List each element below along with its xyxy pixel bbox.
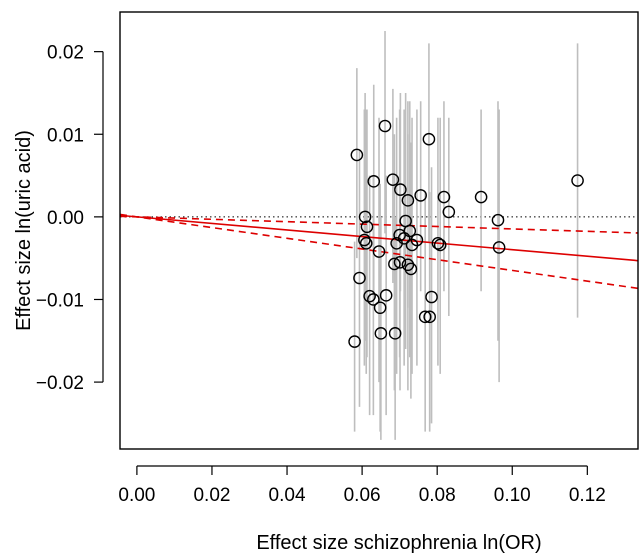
data-point [374,327,388,340]
data-point [442,205,456,219]
data-point [403,224,417,238]
data-point [360,220,374,234]
y-tick-label: 0.01 [47,125,84,146]
data-point [410,233,424,247]
confidence-interval-line [120,215,638,234]
data-point [423,310,436,324]
y-tick-label: −0.02 [36,373,84,394]
data-point [367,175,381,188]
data-point [373,301,387,315]
y-tick-label: 0.02 [47,43,84,64]
data-point [401,258,415,272]
y-tick-label: 0.00 [47,208,84,229]
x-tick-label: 0.06 [344,485,381,506]
data-point [474,190,488,204]
x-axis-label: Effect size schizophrenia ln(OR) [256,532,541,554]
data-point [422,132,436,146]
data-point [437,190,451,204]
data-point [367,293,380,306]
data-point [491,213,505,227]
data-point [363,289,376,303]
data-point [571,174,584,187]
y-tick-label: −0.01 [36,290,84,311]
data-point [388,257,401,271]
data-point [372,245,386,258]
data-point [348,335,361,348]
data-point [359,237,373,250]
data-point [418,310,432,324]
data-point [378,119,392,133]
plot-inner [120,31,638,440]
plot-area [120,31,638,440]
data-point [492,241,506,254]
data-point [350,148,364,162]
data-point [379,289,393,302]
x-tick-label: 0.10 [494,485,531,506]
y-axis-label: Effect size ln(uric acid) [13,130,35,331]
data-point [388,327,402,340]
data-point [353,271,366,285]
x-tick-label: 0.12 [569,485,606,506]
data-point [425,290,438,304]
x-tick-label: 0.08 [419,485,456,506]
x-tick-label: 0.02 [193,485,230,506]
data-point [358,210,372,224]
data-point [404,262,418,276]
axes: 0.00 0.02 0.04 0.06 0.08 0.10 0.12 0.02 0.01 0.00… [36,43,606,506]
confidence-interval-line [120,213,638,290]
data-point [401,194,415,207]
regression-line [120,214,638,262]
plot-frame [119,11,639,450]
data-point [394,183,407,196]
x-tick-label: 0.04 [269,485,306,506]
data-point [431,237,445,250]
data-point [386,173,400,186]
x-tick-label: 0.00 [118,485,155,506]
data-point [433,238,447,252]
data-point [393,256,407,269]
data-point [414,189,427,202]
